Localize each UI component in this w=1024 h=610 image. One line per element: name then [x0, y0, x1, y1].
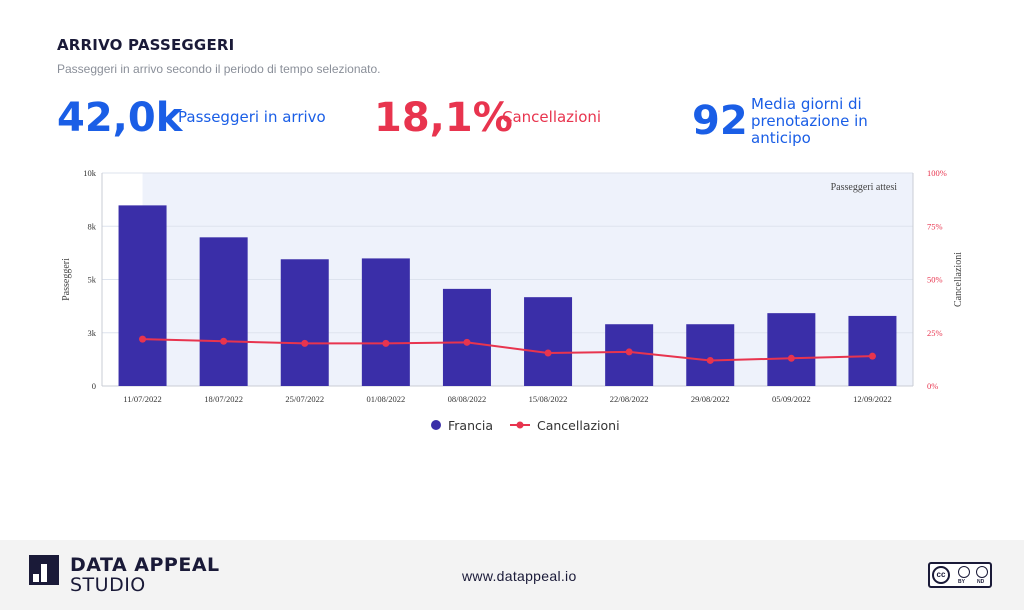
line-point: [382, 339, 390, 347]
footer: [0, 540, 1024, 610]
x-tick-label: 11/07/2022: [123, 394, 161, 404]
x-tick-label: 05/09/2022: [772, 394, 811, 404]
shaded-region-label: Passeggeri attesi: [831, 182, 898, 193]
line-point: [139, 335, 147, 343]
kpi-passengers-label: Passeggeri in arrivo: [178, 108, 326, 126]
right-tick-label: 50%: [927, 275, 943, 285]
kpi-booking-days-label-line: prenotazione in: [751, 112, 868, 130]
x-tick-label: 18/07/2022: [204, 394, 243, 404]
line-point: [787, 354, 795, 362]
left-tick-label: 0: [92, 381, 96, 391]
bar: [848, 315, 897, 386]
legend-francia-marker: [431, 420, 441, 430]
attribution-icon: [958, 566, 970, 578]
creative-commons-icon: cc BY ND: [928, 562, 992, 588]
line-point: [220, 337, 228, 345]
line-point: [625, 348, 633, 356]
x-tick-label: 29/08/2022: [691, 394, 730, 404]
left-tick-label: 3k: [88, 328, 97, 338]
right-tick-label: 75%: [927, 221, 943, 231]
brand-name: DATA APPEAL: [70, 554, 220, 576]
brand-logo-icon: [29, 555, 59, 585]
bar: [118, 205, 167, 386]
bar: [524, 297, 573, 386]
bar: [767, 313, 816, 386]
x-tick-label: 01/08/2022: [366, 394, 405, 404]
nd-label: ND: [977, 579, 985, 585]
line-point: [706, 356, 714, 364]
kpi-passengers-value: 42,0k: [57, 95, 183, 141]
right-tick-label: 100%: [927, 168, 947, 178]
legend-cancellazioni-marker: [516, 421, 524, 429]
left-tick-label: 5k: [88, 275, 97, 285]
line-point: [868, 352, 876, 360]
combo-chart: Passeggeri attesi 0 3k 5k 8k 10k 0% 25% 50% 75% 10…: [61, 168, 964, 433]
cancellazioni-line: [142, 338, 873, 362]
by-label: BY: [958, 579, 965, 585]
right-tick-label: 25%: [927, 328, 943, 338]
bar: [199, 237, 248, 386]
bar: [361, 258, 410, 386]
bar: [442, 288, 491, 386]
kpi-cancellations-value: 18,1%: [374, 95, 513, 141]
left-tick-label: 10k: [83, 168, 97, 178]
brand-name-secondary: STUDIO: [70, 574, 146, 596]
bar: [280, 259, 329, 386]
line-point: [301, 339, 309, 347]
kpi-booking-days-label-line: anticipo: [751, 129, 811, 147]
x-tick-label: 22/08/2022: [610, 394, 649, 404]
bar: [686, 324, 735, 386]
x-tick-label: 25/07/2022: [285, 394, 324, 404]
footer-url[interactable]: www.datappeal.io: [462, 568, 577, 584]
kpi-cancellations-label: Cancellazioni: [502, 108, 602, 126]
no-derivatives-icon: [976, 566, 988, 578]
left-tick-label: 8k: [88, 221, 97, 231]
kpi-booking-days-label: Media giorni di prenotazione in anticipo: [751, 96, 868, 147]
cc-icon: cc: [932, 566, 950, 584]
left-axis-title: Passeggeri: [61, 258, 72, 301]
right-axis-title: Cancellazioni: [953, 252, 964, 307]
kpi-booking-days-value: 92: [692, 98, 748, 144]
legend-cancellazioni-label: Cancellazioni: [537, 418, 620, 433]
line-point: [544, 349, 552, 357]
page-subtitle: Passeggeri in arrivo secondo il periodo …: [57, 62, 381, 76]
line-point: [463, 338, 471, 346]
x-tick-label: 12/09/2022: [853, 394, 892, 404]
right-tick-label: 0%: [927, 381, 938, 391]
x-tick-label: 15/08/2022: [529, 394, 568, 404]
page-title: ARRIVO PASSEGGERI: [57, 36, 235, 54]
kpi-booking-days-label-line: Media giorni di: [751, 95, 862, 113]
legend-francia-label: Francia: [448, 418, 493, 433]
x-tick-label: 08/08/2022: [448, 394, 487, 404]
